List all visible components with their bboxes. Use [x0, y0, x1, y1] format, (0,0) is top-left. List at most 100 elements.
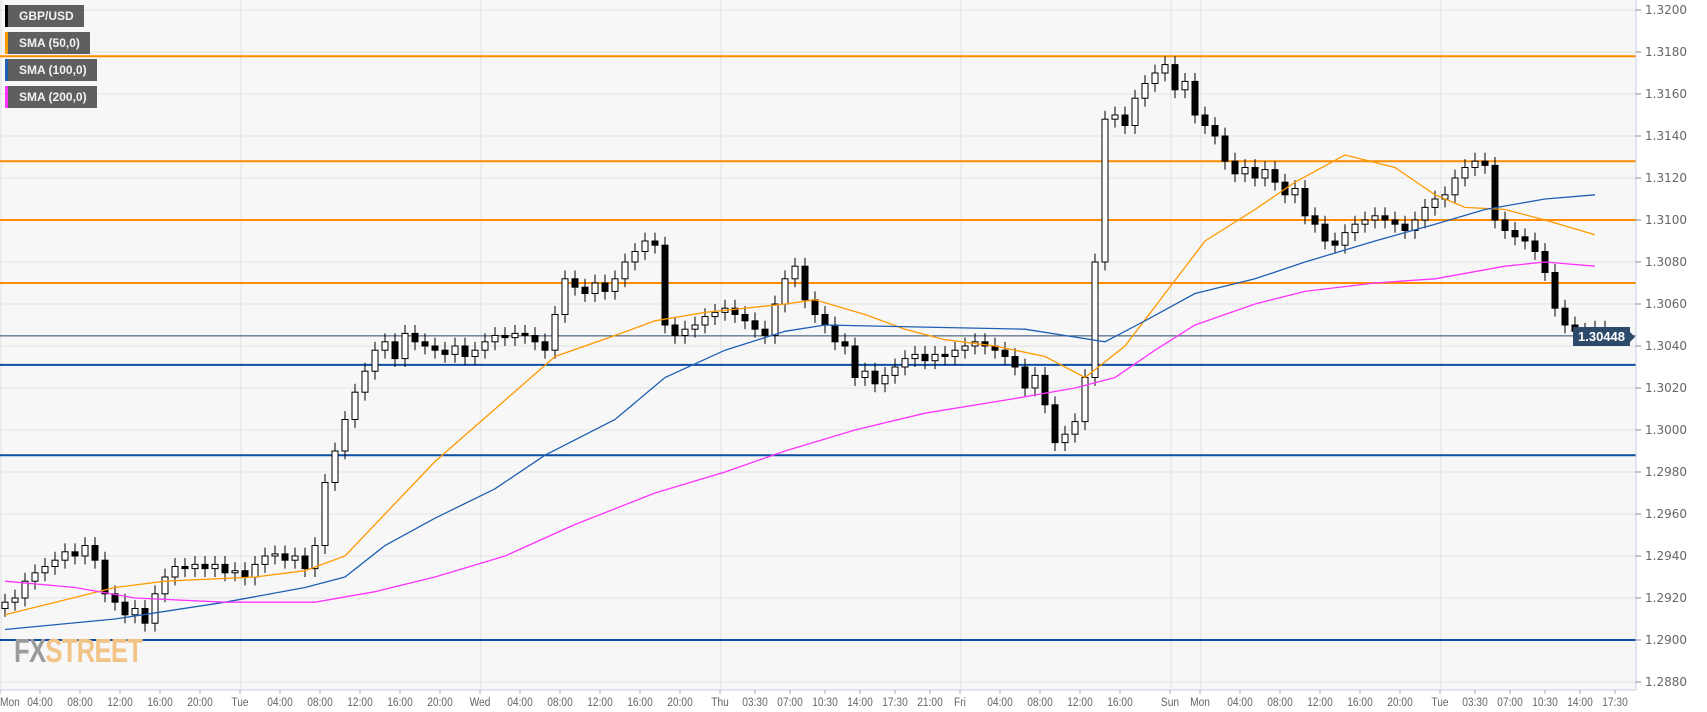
x-tick-label: 21:00 [917, 696, 943, 709]
candle-bullish [451, 345, 459, 355]
sma-line [4, 261, 1596, 603]
candle-bullish [861, 370, 869, 379]
legend-item-symbol[interactable]: GBP/USD [5, 5, 84, 27]
candle-bearish [1271, 169, 1279, 183]
candle-bullish [911, 353, 919, 360]
candle-bearish [811, 299, 819, 315]
candle-bullish [471, 349, 479, 358]
sma-line [4, 154, 1596, 616]
candle-bearish [1551, 272, 1559, 309]
x-tick-label: 04:00 [27, 696, 53, 709]
candle-bearish [1211, 125, 1219, 137]
x-tick-label: 03:30 [1462, 696, 1488, 709]
logo-part-fx: FX [14, 632, 46, 669]
candle-bullish [1291, 188, 1299, 196]
candle-bullish [1071, 421, 1079, 435]
x-tick-label: 10:30 [812, 696, 838, 709]
candle-bearish [1501, 219, 1509, 231]
candle-bullish [681, 328, 689, 337]
candle-bullish [1421, 206, 1429, 221]
candle-bullish [321, 482, 329, 546]
y-tick-label: 1.2960 [1645, 507, 1687, 521]
candle-bearish [741, 314, 749, 322]
legend-color-swatch [5, 5, 8, 27]
candle-bullish [511, 332, 519, 339]
x-tick-label: 16:00 [627, 696, 653, 709]
candle-bearish [141, 608, 149, 624]
candle-bullish [291, 555, 299, 561]
x-tick-label: 12:00 [1307, 696, 1333, 709]
candle-bullish [961, 345, 969, 351]
candle-bearish [871, 370, 879, 385]
candle-bullish [771, 303, 779, 336]
candle-bearish [801, 265, 809, 301]
candle-bullish [1451, 177, 1459, 196]
legend-item-sma50[interactable]: SMA (50,0) [5, 32, 90, 54]
y-tick-label: 1.3120 [1645, 171, 1687, 185]
candle-bullish [361, 370, 369, 393]
candle-bullish [781, 278, 789, 305]
candle-bearish [571, 278, 579, 288]
candle-bullish [621, 261, 629, 280]
candle-bearish [1391, 219, 1399, 225]
candle-bearish [431, 345, 439, 351]
candle-bearish [1331, 240, 1339, 246]
x-tick-label: 14:00 [847, 696, 873, 709]
legend-item-sma100[interactable]: SMA (100,0) [5, 59, 97, 81]
candle-bearish [241, 570, 249, 578]
candle-bearish [581, 286, 589, 295]
fxstreet-logo: FXSTREET [14, 632, 143, 670]
candle-bearish [1251, 167, 1259, 179]
candle-bearish [1171, 64, 1179, 91]
candle-bearish [221, 563, 229, 574]
candle-bearish [391, 341, 399, 360]
logo-part-street: STREET [45, 632, 143, 669]
candle-bullish [171, 566, 179, 578]
candle-bearish [1191, 80, 1199, 116]
x-tick-label: 08:00 [67, 696, 93, 709]
candle-bullish [351, 391, 359, 421]
candle-bullish [491, 335, 499, 343]
candle-bearish [1011, 356, 1019, 368]
candle-bullish [631, 251, 639, 263]
x-tick-label: 20:00 [427, 696, 453, 709]
candle-bearish [1121, 114, 1129, 126]
candle-bullish [711, 311, 719, 318]
legend-item-sma200[interactable]: SMA (200,0) [5, 86, 97, 108]
candle-bearish [71, 551, 79, 557]
candle-bullish [1131, 97, 1139, 126]
candle-bearish [461, 345, 469, 357]
candle-bullish [401, 332, 409, 360]
legend: GBP/USD SMA (50,0) SMA (100,0) SMA (200,… [5, 5, 97, 113]
x-tick-label: 04:00 [1227, 696, 1253, 709]
candle-bullish [161, 576, 169, 595]
candle-bearish [111, 593, 119, 603]
candle-bearish [941, 353, 949, 357]
candle-bearish [1221, 135, 1229, 162]
candle-bearish [441, 349, 449, 355]
candle-bearish [1231, 160, 1239, 175]
candle-bearish [501, 335, 509, 339]
legend-color-swatch [5, 86, 8, 108]
candle-bearish [121, 601, 129, 616]
candle-bullish [261, 555, 269, 565]
candle-bullish [901, 358, 909, 368]
candle-bearish [1521, 236, 1529, 242]
x-tick-label: 20:00 [667, 696, 693, 709]
candle-bearish [921, 353, 929, 362]
candle-bullish [1151, 72, 1159, 84]
candle-bullish [81, 545, 89, 557]
candle-bearish [91, 545, 99, 561]
candle-bullish [341, 419, 349, 452]
x-tick-label: 04:00 [267, 696, 293, 709]
x-tick-label: 07:00 [777, 696, 803, 709]
candle-bearish [671, 324, 679, 336]
y-tick-label: 1.3100 [1645, 213, 1687, 227]
y-tick-label: 1.3060 [1645, 297, 1687, 311]
legend-color-swatch [5, 59, 8, 81]
candle-bearish [841, 341, 849, 347]
candle-bullish [1161, 64, 1169, 74]
x-tick-label: 12:00 [1067, 696, 1093, 709]
legend-label: SMA (50,0) [19, 36, 80, 50]
candle-bearish [541, 341, 549, 351]
